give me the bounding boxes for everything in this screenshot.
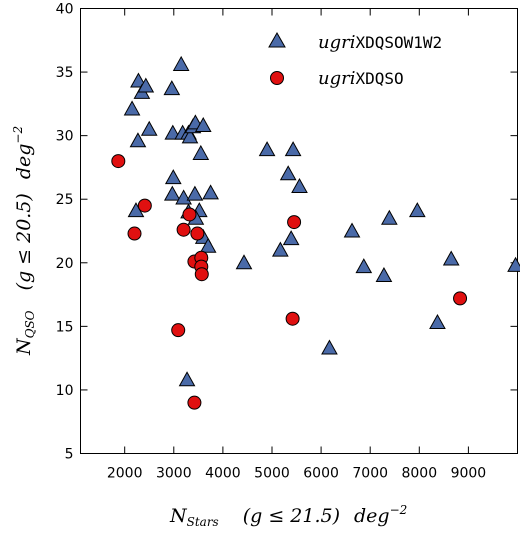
- legend-label-xdqso: ugriXDQSO: [318, 68, 404, 89]
- circle-point: [285, 311, 300, 326]
- y-tick-label: 30: [56, 129, 74, 145]
- triangle-point: [181, 128, 199, 144]
- y-tick-label: 5: [65, 447, 74, 463]
- circle-point: [287, 215, 302, 230]
- y-tick-label: 25: [56, 192, 74, 208]
- legend: ugriXDQSOW1W2 ugriXDQSO: [268, 31, 442, 89]
- y-axis-label: NQSO(g ≤ 20.5)deg−2: [11, 126, 37, 356]
- triangle-point: [235, 254, 253, 270]
- triangle-point: [199, 237, 217, 253]
- triangle-point: [442, 250, 460, 266]
- triangle-point: [282, 230, 300, 246]
- y-tick-label: 35: [56, 65, 74, 81]
- circle-point: [187, 395, 202, 410]
- triangle-point: [321, 339, 338, 355]
- triangle-point: [163, 80, 181, 96]
- circle-point: [176, 222, 191, 237]
- x-tick-label: 6000: [303, 466, 339, 482]
- triangle-point: [130, 72, 147, 88]
- y-tick-label: 15: [56, 319, 74, 335]
- triangle-point: [164, 169, 182, 185]
- triangle-point: [380, 209, 398, 225]
- triangle-point: [343, 222, 361, 238]
- legend-label-w1w2: ugriXDQSOW1W2: [318, 32, 442, 53]
- triangle-point: [137, 77, 155, 93]
- x-tick-label: 7000: [352, 466, 388, 482]
- y-tick-label: 40: [56, 2, 74, 18]
- axis-ticks: 2000 3000 4000 5000 6000 7000 8000 9000 5 10 15 20 2…: [56, 2, 518, 482]
- plot-frame: [80, 8, 518, 454]
- triangle-point: [429, 314, 446, 330]
- triangle-point: [284, 141, 302, 157]
- y-tick-label: 10: [56, 383, 74, 399]
- circle-point: [127, 226, 142, 241]
- circle-point: [171, 323, 186, 338]
- circle-point: [111, 154, 126, 169]
- x-tick-label: 2000: [107, 466, 143, 482]
- triangle-point: [291, 177, 308, 193]
- circle-point: [137, 198, 152, 213]
- triangle-point: [408, 202, 426, 218]
- circle-point: [194, 267, 209, 282]
- x-tick-label: 3000: [156, 466, 192, 482]
- triangle-point: [192, 144, 210, 160]
- legend-circle-marker: [270, 71, 284, 85]
- triangle-point: [202, 184, 219, 200]
- x-tick-label: 4000: [205, 466, 241, 482]
- triangle-point: [271, 241, 289, 257]
- triangle-point: [258, 141, 276, 157]
- triangle-point: [355, 258, 373, 274]
- triangle-point: [163, 185, 181, 201]
- circle-point: [190, 226, 205, 241]
- circle-point: [182, 207, 197, 222]
- triangle-point: [194, 116, 212, 132]
- triangle-point: [279, 165, 297, 181]
- triangle-point: [186, 185, 204, 201]
- y-tick-label: 20: [56, 256, 74, 272]
- x-axis-label: NStars (g ≤ 21.5) deg−2: [169, 503, 407, 529]
- x-tick-label: 9000: [451, 466, 487, 482]
- triangle-point: [375, 266, 393, 282]
- triangle-point: [140, 120, 158, 136]
- triangle-point: [172, 55, 190, 71]
- data-points: [111, 55, 520, 410]
- triangle-point: [129, 132, 147, 148]
- legend-triangle-marker: [268, 31, 286, 48]
- triangle-point: [178, 371, 196, 387]
- triangle-point: [507, 256, 520, 272]
- x-tick-label: 8000: [401, 466, 437, 482]
- x-tick-label: 5000: [254, 466, 290, 482]
- triangle-point: [123, 100, 141, 116]
- circle-point: [453, 291, 468, 306]
